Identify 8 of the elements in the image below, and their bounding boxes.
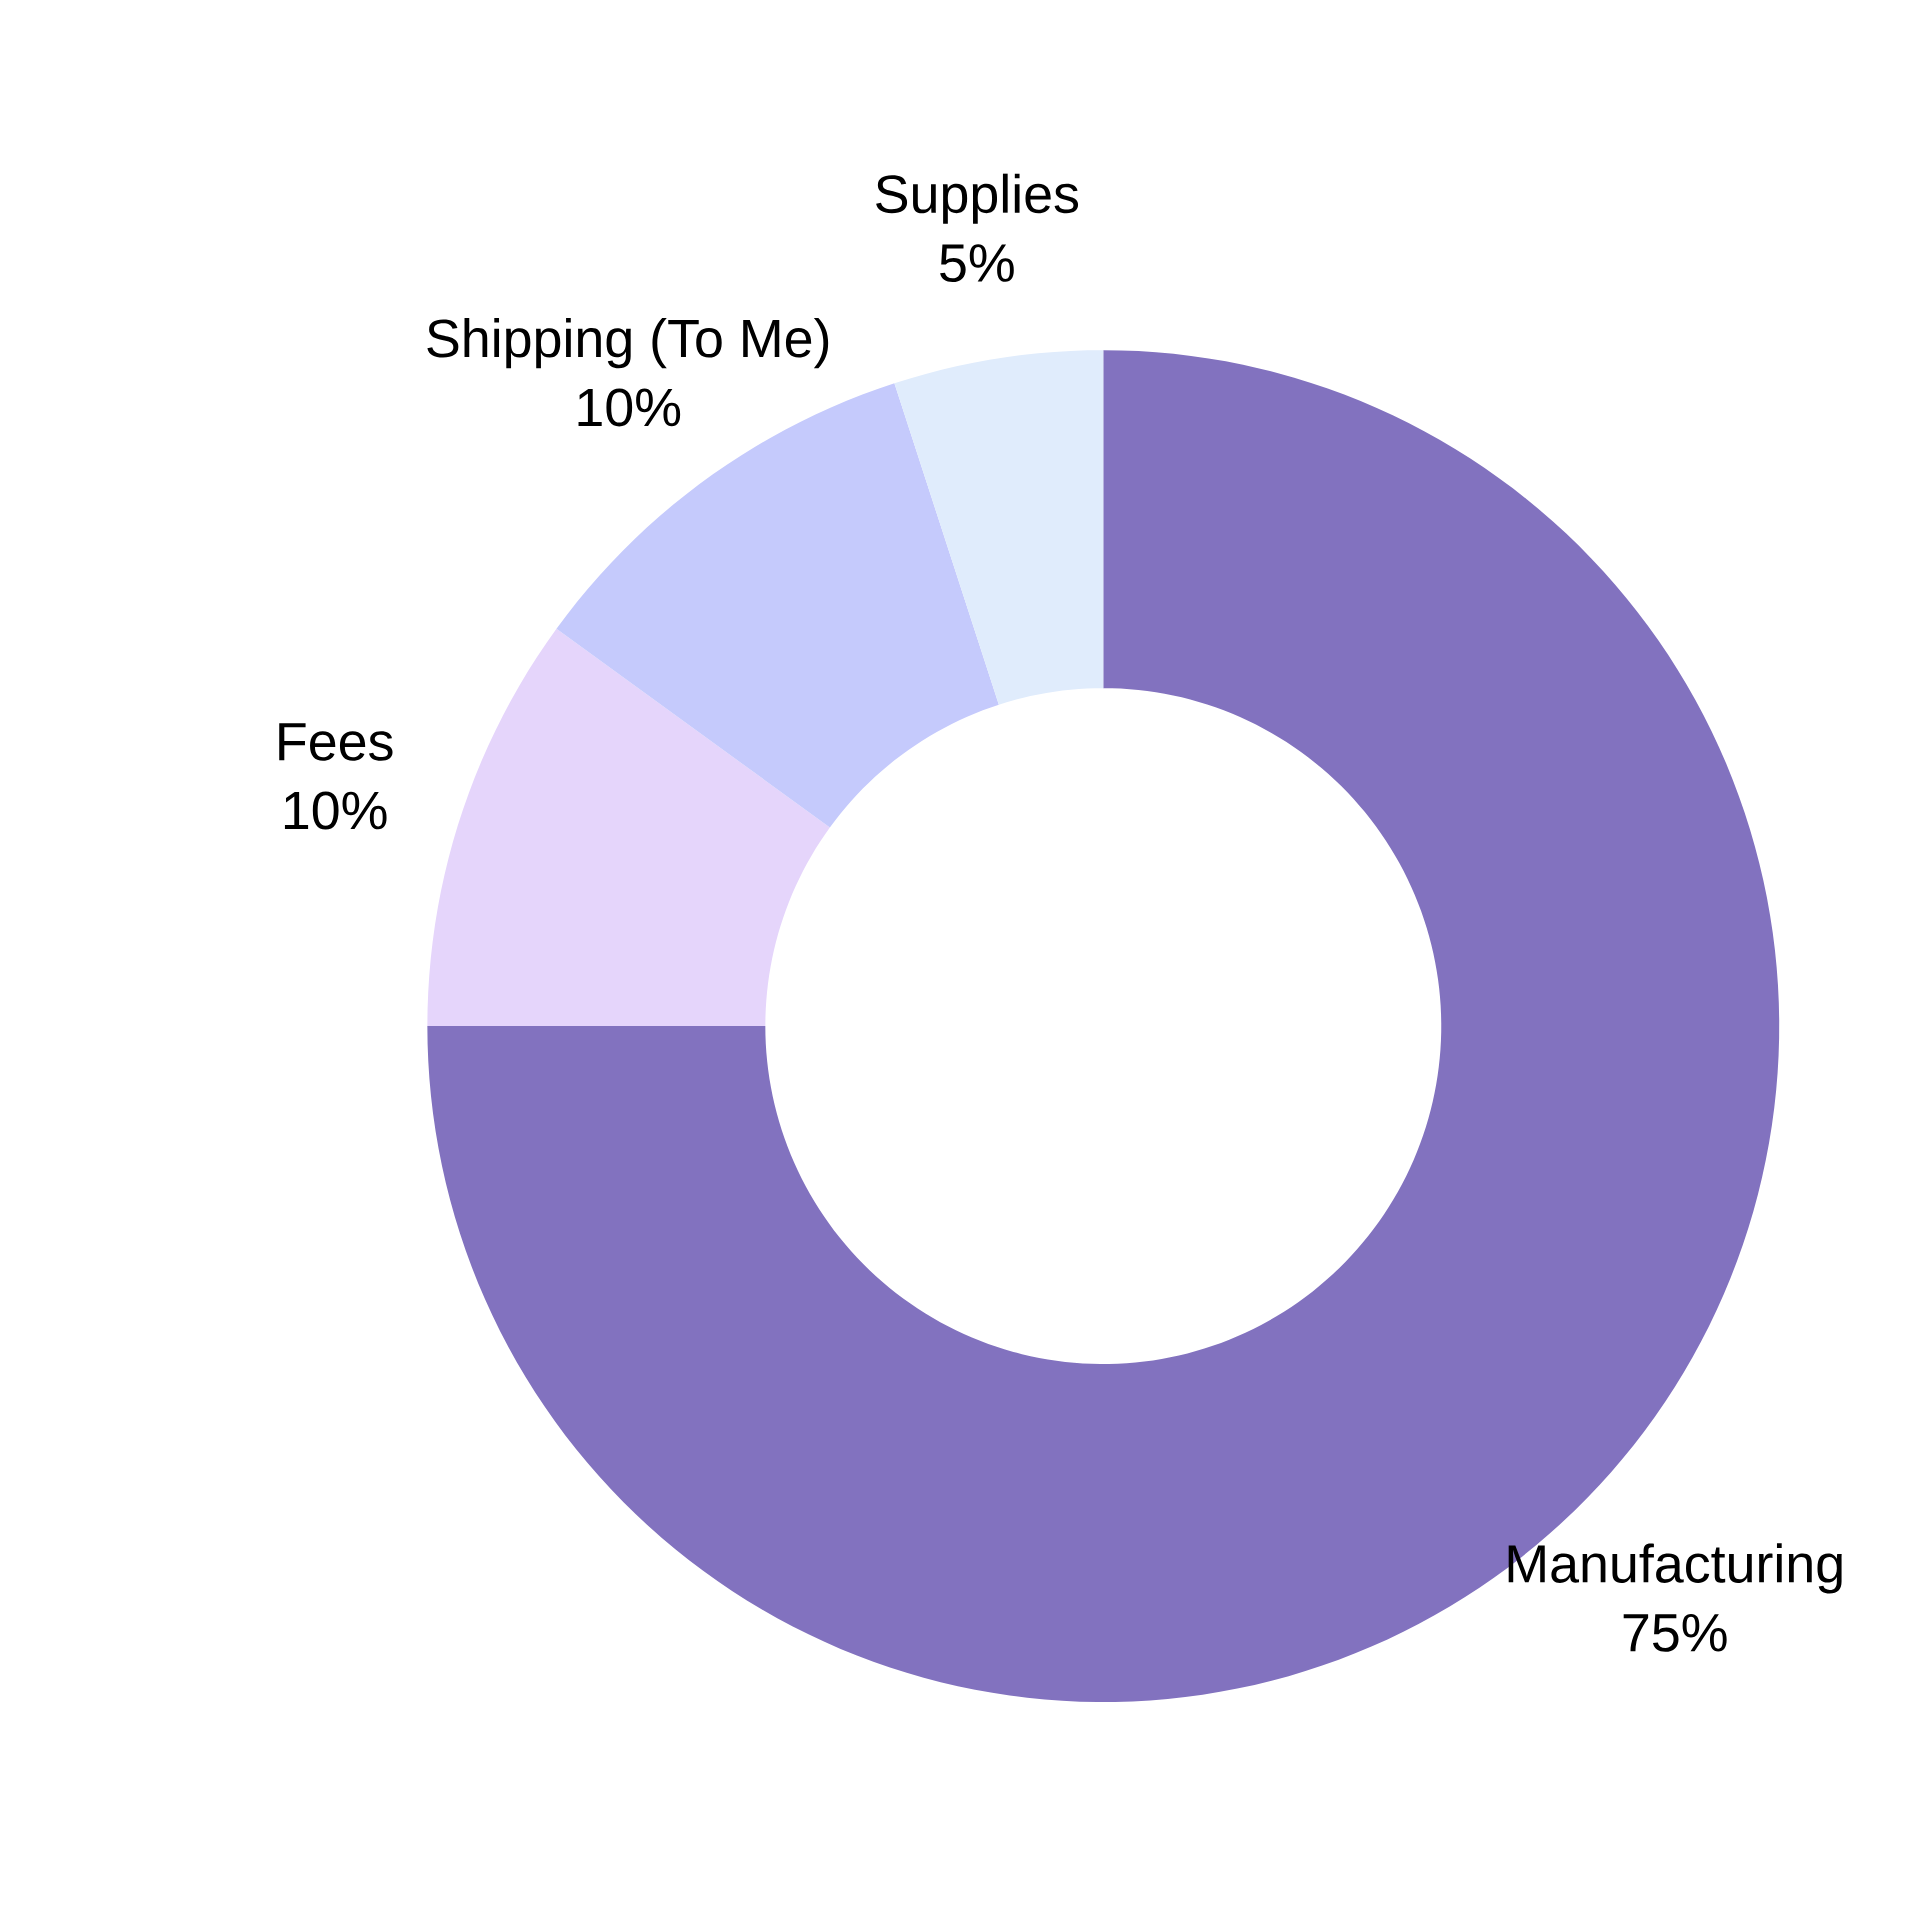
- slice-label: Manufacturing: [1508, 1543, 1842, 1594]
- data-label: 10%: [578, 388, 681, 427]
- slice-label: Fees: [279, 723, 393, 761]
- data-label: 75%: [1623, 1613, 1727, 1652]
- slice-label: Supplies: [876, 173, 1079, 224]
- data-label: 5%: [940, 244, 1014, 283]
- slice-label: Shipping (To Me): [427, 318, 829, 369]
- data-label: 10%: [284, 791, 387, 830]
